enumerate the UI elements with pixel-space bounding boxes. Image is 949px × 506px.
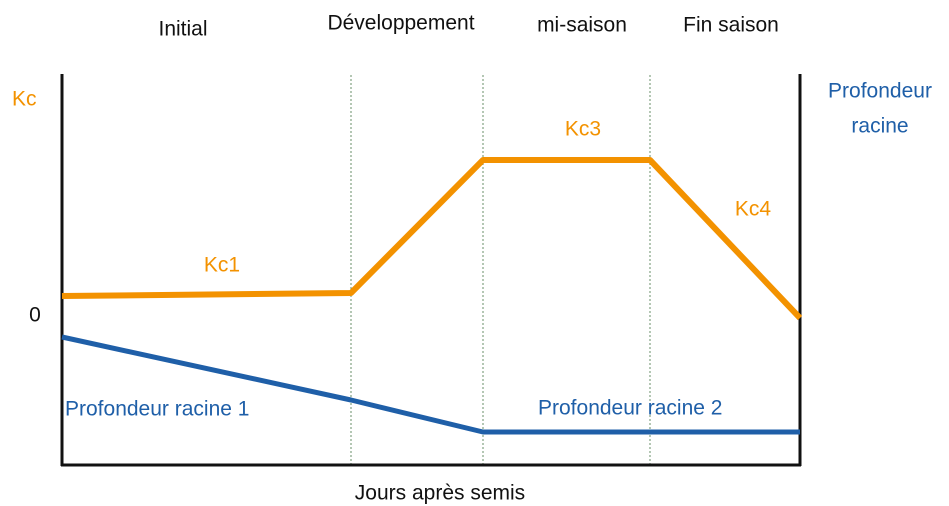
kc-label: Kc3 [565, 118, 601, 141]
stage-label: Fin saison [683, 14, 779, 37]
kc-curve [61, 157, 803, 321]
stage-label: mi-saison [537, 14, 627, 37]
kc-label: Kc4 [735, 198, 772, 221]
kc-label: Kc1 [204, 254, 240, 277]
left-axis-label: Kc [12, 88, 37, 111]
right-axis-label: racine [851, 115, 908, 138]
zero-label: 0 [29, 304, 41, 327]
right-axis-label: Profondeur [828, 80, 932, 103]
root-depth-curve [61, 334, 800, 435]
stage-label: Développement [327, 12, 474, 35]
root-label: Profondeur racine 2 [538, 397, 722, 420]
stage-label: Initial [158, 18, 207, 41]
root-label: Profondeur racine 1 [65, 398, 249, 421]
x-axis-label: Jours après semis [355, 482, 525, 505]
axes [60, 74, 802, 467]
